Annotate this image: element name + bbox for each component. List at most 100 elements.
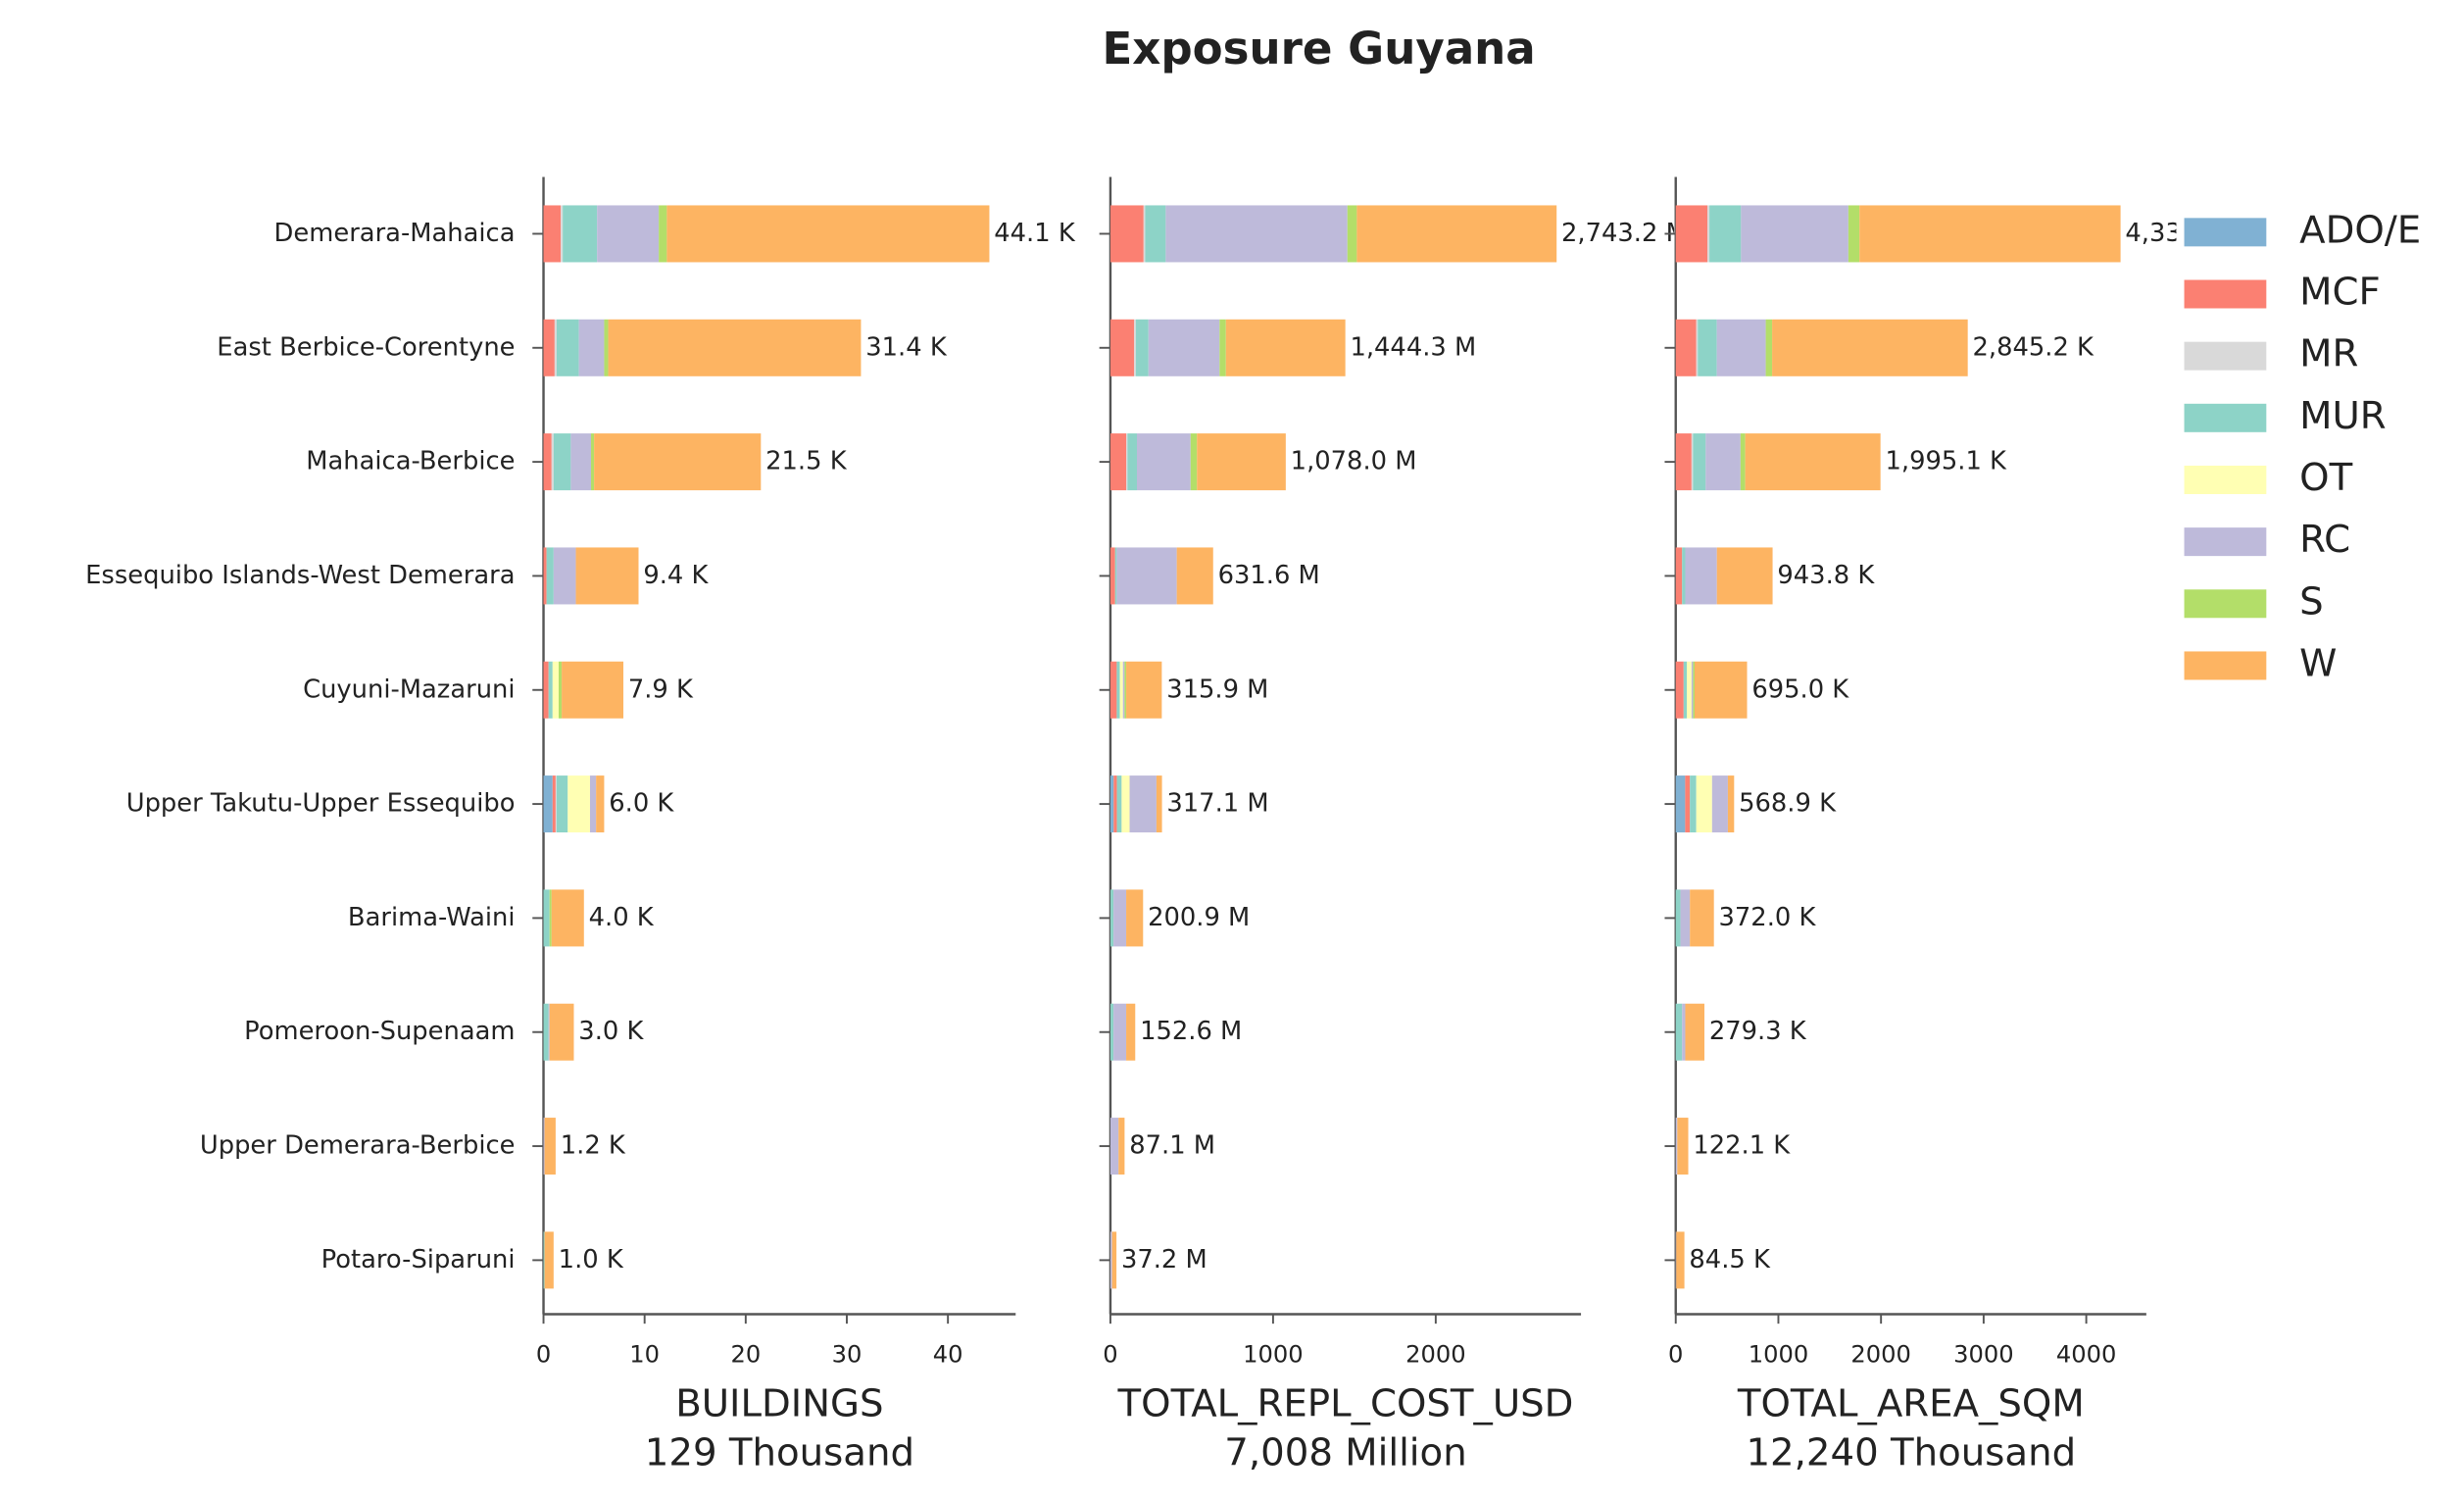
bar-segment [1675,547,1683,605]
bar-segment [1676,1231,1685,1289]
x-axis-total: 12,240 Thousand [1746,1430,2076,1474]
bar-segment [1698,319,1717,376]
bar-segment [591,433,595,491]
total-label: 317.1 M [1166,789,1268,819]
bar-segment [578,319,605,376]
legend-swatch [2184,279,2267,309]
total-label: 84.5 K [1689,1245,1771,1274]
bar-segment [589,775,597,833]
bar-segment [1675,775,1686,833]
y-tick-label: Upper Takutu-Upper Essequibo [126,789,516,819]
bar-segment [597,205,660,263]
bar-segment [1109,1003,1114,1061]
chart-title: Exposure Guyana [1102,23,1535,75]
bar-segment [1677,1118,1689,1175]
bar-segment [1113,889,1127,947]
bar-segment [549,1003,574,1061]
bar-segment [561,205,564,263]
total-label: 7.9 K [628,675,694,704]
bar-segment [1126,661,1162,719]
bar-segment [1711,775,1728,833]
y-tick-label: Essequibo Islands-West Demerara [85,561,515,590]
bar-segment [1848,205,1860,263]
bar-segment [1121,775,1130,833]
x-tick-label: 0 [1103,1340,1117,1368]
bar-segment [1765,319,1773,376]
total-label: 1,078.0 M [1291,447,1417,476]
bar-segment [1176,547,1213,605]
bar-segment [543,889,550,947]
bar-segment [543,661,549,719]
bar-segment [544,1231,554,1289]
bar-segment [1109,889,1114,947]
bar-segment [549,889,552,947]
bar-segment [546,547,554,605]
bar-segment [1675,1118,1678,1175]
bar-segment [1772,319,1968,376]
legend-swatch [2184,527,2267,557]
bar-segment [551,889,584,947]
bar-segment [1356,205,1557,263]
total-label: 4.0 K [589,903,655,932]
bar-segment [1135,319,1149,376]
bar-segment [1127,433,1137,491]
bar-segment [1156,775,1162,833]
bar-segment [548,661,553,719]
legend-label: MUR [2299,394,2387,438]
bar-segment [1113,775,1117,833]
bar-segment [1727,775,1735,833]
legend-label: W [2299,641,2337,685]
bar-segment [1126,889,1144,947]
bar-segment [1118,1118,1125,1175]
bar-segment [1114,547,1117,605]
x-axis-total: 7,008 Million [1224,1430,1466,1474]
x-axis-total: 129 Thousand [645,1430,914,1474]
bar-segment [553,433,571,491]
bar-segment [548,1003,550,1061]
total-label: 2,845.2 K [1973,332,2095,362]
x-tick-label: 0 [536,1340,551,1368]
total-label: 1.2 K [561,1131,626,1161]
bar-segment [1680,889,1691,947]
bar-segment [1675,205,1707,263]
total-label: 122.1 K [1693,1131,1791,1161]
total-label: 568.9 K [1739,789,1837,819]
bar-segment [608,319,862,376]
bar-segment [1690,889,1714,947]
bar-segment [1165,205,1348,263]
bar-segment [1122,661,1125,719]
bar-segment [1109,1118,1119,1175]
bar-segment [562,661,624,719]
x-tick-label: 0 [1668,1340,1683,1368]
y-tick-label: Demerara-Mahaica [274,219,516,248]
y-tick-label: Cuyuni-Mazaruni [303,675,515,704]
bar-segment [594,433,762,491]
bar-segment [1705,433,1741,491]
bar-segment [1741,205,1848,263]
bar-segment [570,433,592,491]
bar-segment [1113,1003,1127,1061]
x-tick-label: 20 [730,1340,761,1368]
bar-segment [1709,205,1742,263]
bar-segment [1129,775,1157,833]
bar-segment [1119,661,1123,719]
total-label: 37.2 M [1121,1245,1207,1274]
bar-segment [666,205,990,263]
legend-swatch [2184,589,2267,619]
bar-segment [1690,775,1697,833]
total-label: 631.6 M [1218,561,1320,590]
bar-segment [1683,661,1688,719]
bar-segment [543,547,547,605]
legend-swatch [2184,465,2267,494]
bar-segment [1225,319,1346,376]
bar-segment [1691,433,1694,491]
bar-segment [1197,433,1286,491]
x-tick-label: 1000 [1749,1340,1808,1368]
bar-segment [1116,661,1120,719]
bar-segment [1126,1003,1136,1061]
total-label: 44.1 K [994,219,1076,248]
bar-segment [1745,433,1881,491]
x-tick-label: 2000 [1850,1340,1910,1368]
bar-segment [1675,433,1692,491]
